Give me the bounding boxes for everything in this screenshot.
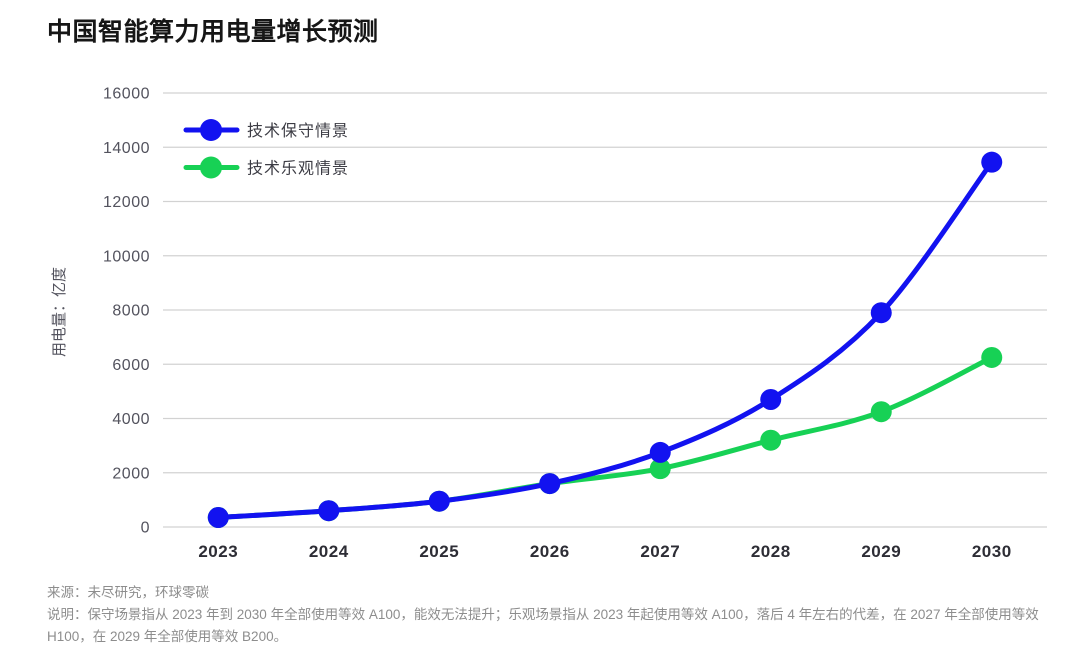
- data-point-series-0: [539, 473, 561, 495]
- data-point-series-1: [981, 346, 1003, 368]
- x-tick-label: 2027: [640, 542, 680, 561]
- data-point-series-1: [870, 401, 892, 423]
- data-point-series-0: [649, 441, 671, 463]
- data-point-series-0: [207, 507, 229, 529]
- x-tick-label: 2024: [309, 542, 349, 561]
- y-tick-label: 6000: [112, 357, 150, 374]
- x-tick-label: 2023: [198, 542, 238, 561]
- data-point-series-0: [760, 389, 782, 411]
- legend-dot-marker: [200, 119, 222, 141]
- data-point-series-1: [760, 429, 782, 451]
- legend-label: 技术保守情景: [247, 122, 349, 140]
- series-line-1: [215, 354, 995, 521]
- y-tick-label: 14000: [103, 140, 150, 157]
- y-tick-label: 0: [141, 520, 150, 537]
- chart-title: 中国智能算力用电量增长预测: [47, 18, 379, 46]
- y-tick-label: 8000: [112, 303, 150, 320]
- x-tick-label: 2029: [861, 542, 901, 561]
- x-tick-label: 2030: [972, 542, 1012, 561]
- x-tick-label: 2028: [751, 542, 791, 561]
- footnotes: 来源：未尽研究，环球零碳 说明：保守场景指从 2023 年到 2030 年全部使…: [47, 582, 1061, 648]
- y-tick-label: 16000: [103, 86, 150, 103]
- data-point-series-0: [870, 302, 892, 324]
- legend-dot-marker: [200, 156, 222, 179]
- data-point-series-0: [981, 151, 1003, 173]
- y-axis-title: 用电量：亿度: [51, 267, 68, 357]
- x-tick-label: 2026: [530, 542, 570, 561]
- y-tick-label: 10000: [103, 248, 150, 265]
- y-tick-label: 12000: [103, 194, 150, 211]
- y-tick-label: 4000: [112, 411, 150, 428]
- data-point-series-0: [428, 490, 450, 512]
- method-note: 说明：保守场景指从 2023 年到 2030 年全部使用等效 A100，能效无法…: [47, 607, 1039, 644]
- y-tick-label: 2000: [112, 465, 150, 482]
- data-point-series-0: [318, 500, 340, 522]
- data-point-series-1: [649, 458, 671, 480]
- legend-label: 技术乐观情景: [247, 160, 349, 178]
- series-line-0: [215, 159, 995, 521]
- x-tick-label: 2025: [419, 542, 459, 561]
- source-note: 来源：未尽研究，环球零碳: [47, 585, 209, 600]
